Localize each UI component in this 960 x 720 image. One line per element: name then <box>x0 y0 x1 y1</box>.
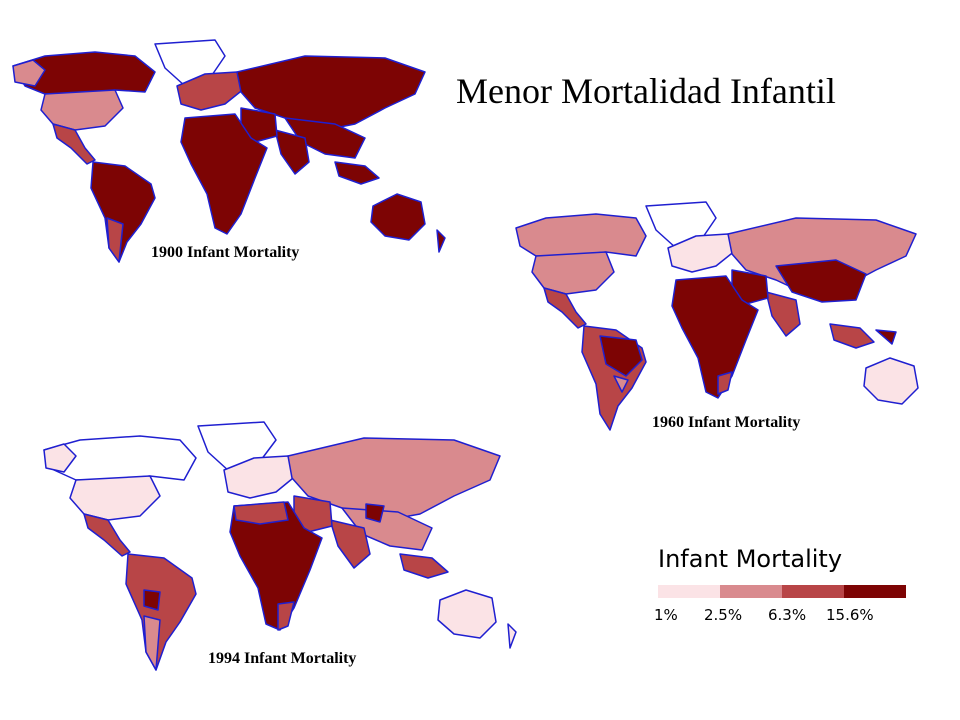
map-label-1994: 1994 Infant Mortality <box>208 650 357 667</box>
map-1994: 1994 Infant Mortality <box>30 420 560 682</box>
usa <box>69 475 161 521</box>
legend-swatch-4 <box>844 585 906 598</box>
china <box>775 259 867 303</box>
indonesia <box>399 553 449 579</box>
map-label-1960: 1960 Infant Mortality <box>652 414 801 431</box>
europe <box>667 233 737 273</box>
new-guinea <box>875 329 897 345</box>
legend-swatch-3 <box>782 585 844 598</box>
legend: Infant Mortality 1% 2.5% 6.3% 15.6% <box>640 545 940 635</box>
map-label-1900: 1900 Infant Mortality <box>151 244 300 261</box>
usa <box>40 89 124 131</box>
indonesia <box>334 161 380 185</box>
uruguay <box>613 375 629 393</box>
north-africa <box>233 501 289 525</box>
afghanistan <box>365 503 385 523</box>
australia <box>370 193 426 241</box>
world-map-1960 <box>515 201 919 431</box>
new-zealand <box>436 229 446 253</box>
russia <box>287 437 501 523</box>
legend-tick-3: 6.3% <box>768 606 807 624</box>
legend-title: Infant Mortality <box>658 545 843 573</box>
india <box>329 519 371 569</box>
europe <box>223 455 299 499</box>
world-map-1994 <box>43 421 517 671</box>
south-america <box>90 161 156 263</box>
australia <box>863 357 919 405</box>
new-zealand <box>507 623 517 649</box>
canada <box>515 213 647 257</box>
mexico <box>543 287 587 329</box>
argentina <box>143 615 161 671</box>
mexico <box>83 513 131 557</box>
legend-swatch-1 <box>658 585 720 598</box>
europe <box>176 71 246 111</box>
legend-swatch-2 <box>720 585 782 598</box>
canada <box>12 51 156 95</box>
indonesia <box>829 323 875 349</box>
south-america <box>125 553 197 671</box>
argentina <box>106 217 124 263</box>
map-1900: 1900 Infant Mortality <box>5 38 465 268</box>
mexico <box>52 123 96 165</box>
world-map-1900 <box>12 39 446 263</box>
africa <box>180 113 268 235</box>
india <box>765 291 801 337</box>
legend-tick-4: 15.6% <box>826 606 874 624</box>
south-africa <box>277 601 295 631</box>
india <box>274 129 310 175</box>
legend-tick-2: 2.5% <box>704 606 743 624</box>
slide-title: Menor Mortalidad Infantil <box>456 71 836 111</box>
russia <box>236 55 426 133</box>
legend-bar <box>658 585 906 598</box>
australia <box>437 589 497 639</box>
bolivia <box>143 589 161 611</box>
legend-tick-1: 1% <box>654 606 678 624</box>
map-1960: 1960 Infant Mortality <box>496 200 956 440</box>
south-africa <box>717 371 733 395</box>
brazil <box>599 335 643 377</box>
alaska <box>43 443 77 473</box>
alaska <box>12 59 46 87</box>
canada <box>43 435 197 481</box>
usa <box>531 251 615 295</box>
